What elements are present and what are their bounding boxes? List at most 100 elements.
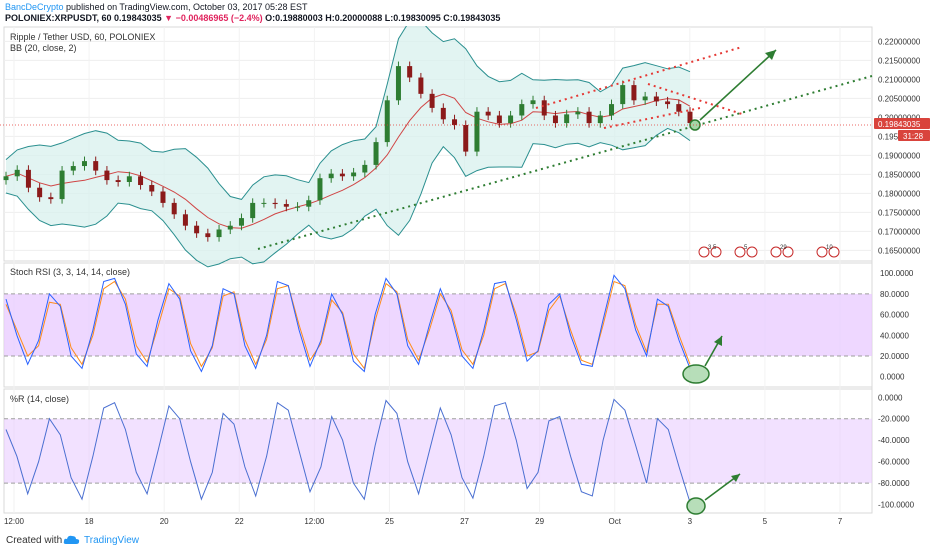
- candle-body: [485, 111, 491, 116]
- bb-indicator-label: BB (20, close, 2): [10, 43, 77, 53]
- williams-r-series: [4, 398, 872, 515]
- candle-body: [272, 202, 278, 205]
- candle-body: [306, 200, 312, 207]
- candle-body: [620, 85, 626, 105]
- chart-area[interactable]: 3 5 5 29 10 Ripple / Tether USD, 60, POLONI…: [0, 26, 932, 530]
- support-trendline[interactable]: [257, 75, 873, 250]
- price-tick-label: 0.19000000: [878, 151, 921, 160]
- candle-body: [687, 111, 693, 124]
- time-tick-label: Oct: [609, 517, 622, 526]
- price-tag-text: 0.19843035: [878, 120, 921, 129]
- candle-body: [407, 66, 413, 78]
- candle-body: [642, 96, 648, 101]
- candle-body: [384, 100, 390, 143]
- time-axis[interactable]: 12:00 18 20 22 12:00 25 27 29 Oct 3 5 7: [4, 517, 843, 526]
- candle-body: [373, 142, 379, 165]
- candle-body: [351, 172, 357, 177]
- channel-lower-line[interactable]: [603, 107, 701, 129]
- time-tick-label: 27: [460, 517, 469, 526]
- candle-body: [530, 100, 536, 105]
- candle-body: [362, 164, 368, 173]
- price-change: −0.00486965 (−2.4%): [175, 13, 263, 23]
- candle-body: [339, 173, 345, 177]
- candle-body: [3, 176, 9, 181]
- candles: [3, 61, 693, 242]
- time-tick-label: 20: [160, 517, 169, 526]
- time-tick-label: 12:00: [304, 517, 325, 526]
- time-tick-label: 18: [85, 517, 94, 526]
- stoch-oversold-marker[interactable]: [682, 364, 710, 384]
- us-flag-icon: [828, 246, 840, 258]
- us-flag-icon: [770, 246, 782, 258]
- price-tick-label: 0.16500000: [878, 246, 921, 255]
- price-axis[interactable]: 0.22000000 0.21500000 0.21000000 0.20500000…: [878, 37, 921, 255]
- price-tick-label: 0.17500000: [878, 208, 921, 217]
- wr-oversold-marker[interactable]: [686, 497, 706, 515]
- wr-tick-label: -80.0000: [878, 479, 910, 488]
- price-series: [3, 26, 693, 268]
- wr-line: [5, 398, 691, 503]
- stoch-k-line: [5, 274, 691, 373]
- wr-tick-label: -60.0000: [878, 458, 910, 467]
- candle-body: [519, 104, 525, 116]
- bollinger-band-fill: [6, 26, 690, 267]
- candle-body: [552, 115, 558, 124]
- down-arrow-icon: ▼: [164, 13, 174, 23]
- us-flag-icon: [782, 246, 794, 258]
- drawing-annotations: [0, 46, 873, 250]
- price-tick-label: 0.20500000: [878, 94, 921, 103]
- stoch-tick-label: 0.0000: [880, 373, 905, 382]
- stoch-rsi-series: [4, 274, 872, 384]
- candle-body: [250, 202, 256, 219]
- us-flag-icon: [746, 246, 758, 258]
- wr-axis[interactable]: 0.0000 -20.0000 -40.0000 -60.0000 -80.0000 -1…: [878, 393, 915, 509]
- footer: Created with TradingView: [0, 530, 932, 550]
- candle-body: [665, 101, 671, 105]
- candle-body: [25, 169, 31, 188]
- candle-body: [194, 225, 200, 234]
- time-tick-label: 5: [763, 517, 768, 526]
- price-tick-label: 0.22000000: [878, 37, 921, 46]
- candle-body: [205, 233, 211, 238]
- us-flag-icon: [698, 246, 710, 258]
- last-price: 0.19843035: [114, 13, 162, 23]
- stoch-tick-label: 100.0000: [880, 269, 914, 278]
- candle-body: [70, 166, 76, 171]
- candle-body: [676, 104, 682, 112]
- symbol-label: POLONIEX:XRPUSDT, 60: [5, 13, 112, 23]
- channel-top-line[interactable]: [647, 83, 743, 115]
- price-tick-label: 0.21500000: [878, 56, 921, 65]
- projection-arrow[interactable]: [699, 49, 777, 121]
- publish-line: BancDeCrypto published on TradingView.co…: [5, 2, 308, 12]
- event-badges: 3 5 5 29 10: [698, 245, 840, 258]
- countdown-tag-text: 31:28: [903, 132, 924, 141]
- candle-body: [496, 115, 502, 124]
- bollinger-basis: [5, 93, 691, 229]
- wr-pane-title: %R (14, close): [10, 394, 69, 404]
- stoch-pane-title: Stoch RSI (3, 3, 14, 14, close): [10, 267, 130, 277]
- candle-body: [37, 187, 43, 198]
- candle-body: [508, 115, 514, 124]
- candle-body: [631, 85, 637, 101]
- candle-body: [609, 104, 615, 116]
- wr-tick-label: -100.0000: [878, 501, 915, 510]
- candle-body: [463, 125, 469, 152]
- wr-tick-label: -40.0000: [878, 436, 910, 445]
- touch-point-marker[interactable]: [689, 119, 701, 131]
- bollinger-upper-band: [5, 26, 691, 200]
- candle-body: [328, 173, 334, 179]
- candle-body: [138, 176, 144, 186]
- candle-body: [48, 197, 54, 200]
- candle-body: [149, 185, 155, 192]
- candle-body: [283, 204, 289, 207]
- stoch-axis[interactable]: 100.0000 80.0000 60.0000 40.0000 20.0000 0.00…: [880, 269, 914, 382]
- price-tick-label: 0.18000000: [878, 189, 921, 198]
- tradingview-brand[interactable]: TradingView: [84, 535, 140, 546]
- stoch-arrow-head-icon: [714, 336, 722, 346]
- time-tick-label: 12:00: [4, 517, 25, 526]
- event-badge-count: 29: [780, 245, 787, 251]
- us-flag-icon: [734, 246, 746, 258]
- author-link[interactable]: BancDeCrypto: [5, 2, 64, 12]
- candle-body: [171, 202, 177, 215]
- time-tick-label: 7: [838, 517, 843, 526]
